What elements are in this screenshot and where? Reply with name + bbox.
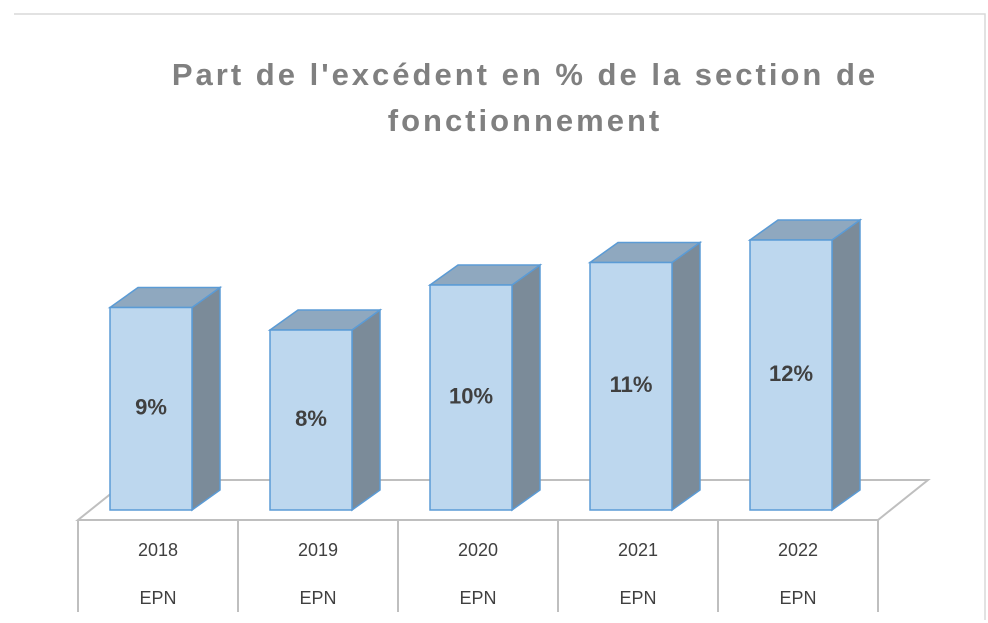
x-group-label: EPN bbox=[139, 588, 176, 608]
x-tick-label: 2022 bbox=[778, 540, 818, 560]
bar-front bbox=[109, 306, 193, 511]
x-tick-label: 2020 bbox=[458, 540, 498, 560]
bar bbox=[747, 218, 863, 512]
bar-front bbox=[429, 284, 513, 511]
bar-side bbox=[351, 308, 381, 512]
bar-front bbox=[749, 239, 833, 511]
x-tick-label: 2019 bbox=[298, 540, 338, 560]
x-group-label: EPN bbox=[459, 588, 496, 608]
bar bbox=[267, 308, 383, 512]
data-label: 10% bbox=[449, 383, 493, 408]
x-group-label: EPN bbox=[299, 588, 336, 608]
bar-side bbox=[511, 263, 541, 512]
bar-side bbox=[191, 286, 221, 512]
bar-front bbox=[269, 329, 353, 511]
data-label: 11% bbox=[610, 372, 653, 397]
chart-title: Part de l'excédent en % de la section de bbox=[172, 57, 878, 92]
chart-title: fonctionnement bbox=[388, 103, 663, 138]
x-group-label: EPN bbox=[619, 588, 656, 608]
data-label: 8% bbox=[295, 406, 327, 431]
x-tick-label: 2021 bbox=[618, 540, 658, 560]
bar bbox=[107, 286, 223, 512]
bar-front bbox=[589, 261, 673, 511]
bar bbox=[587, 241, 703, 512]
bar bbox=[427, 263, 543, 512]
data-label: 12% bbox=[769, 361, 813, 386]
bar-side bbox=[831, 218, 861, 512]
x-tick-label: 2018 bbox=[138, 540, 178, 560]
x-group-label: EPN bbox=[779, 588, 816, 608]
bar-side bbox=[671, 241, 701, 512]
data-label: 9% bbox=[135, 395, 167, 420]
frame bbox=[14, 13, 986, 620]
